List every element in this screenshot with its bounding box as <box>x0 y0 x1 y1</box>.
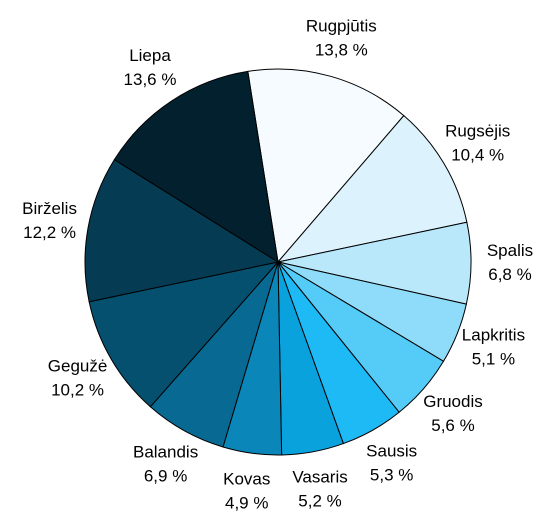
pie-slice <box>276 114 468 263</box>
pie-slice <box>247 68 405 264</box>
slice-value-label: 4,9 % <box>225 493 268 512</box>
slice-value-label: 10,4 % <box>451 145 504 164</box>
slice-label: Sausis <box>366 442 417 461</box>
slice-value-label: 6,9 % <box>144 466 187 485</box>
slice-value-label: 10,2 % <box>51 380 104 399</box>
slice-label: Kovas <box>223 469 270 488</box>
pie-slice <box>84 158 280 303</box>
slice-value-label: 5,6 % <box>431 416 474 435</box>
slice-label: Balandis <box>133 442 198 461</box>
slice-label: Gegužė <box>48 356 108 375</box>
slice-value-label: 5,1 % <box>472 350 515 369</box>
slice-value-label: 13,6 % <box>124 70 177 89</box>
slice-label: Liepa <box>129 46 171 65</box>
slice-value-label: 12,2 % <box>23 223 76 242</box>
slice-label: Rugpjūtis <box>306 16 377 35</box>
slice-label: Vasaris <box>292 468 347 487</box>
slice-value-label: 5,2 % <box>298 492 341 511</box>
slice-label: Spalis <box>487 241 533 260</box>
slice-label: Lapkritis <box>462 326 525 345</box>
slice-label: Rugsėjis <box>445 121 510 140</box>
slice-label: Gruodis <box>423 392 483 411</box>
pie-slice <box>113 70 279 264</box>
slice-value-label: 5,3 % <box>370 466 413 485</box>
slice-label: Birželis <box>22 199 77 218</box>
pie-slice <box>88 261 280 408</box>
slice-value-label: 13,8 % <box>315 40 368 59</box>
slice-value-label: 6,8 % <box>488 265 531 284</box>
